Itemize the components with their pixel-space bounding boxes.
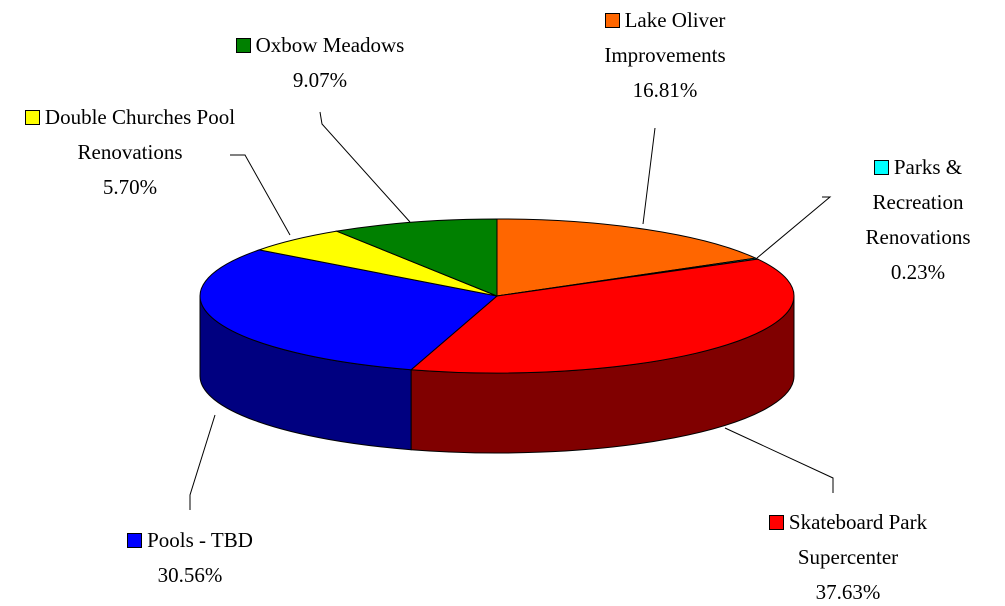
value-label: 16.81% (632, 78, 698, 102)
value-label: 30.56% (157, 563, 223, 587)
pie-slice (334, 218, 498, 297)
value-label: 0.23% (890, 260, 946, 284)
label-name: Parks & Recreation Renovations (851, 150, 986, 255)
value-label: 5.70% (102, 175, 158, 199)
pie-slice (409, 258, 795, 374)
data-label: Parks & Recreation Renovations 0.23% (851, 150, 986, 290)
legend-swatch (127, 533, 143, 548)
data-label: Oxbow Meadows 9.07% (200, 28, 440, 98)
leader-line (642, 127, 656, 225)
label-name: Skateboard Park Supercenter (743, 505, 953, 575)
data-label: Skateboard Park Supercenter 37.63% (743, 505, 953, 606)
value-label: 37.63% (815, 580, 881, 604)
legend-swatch (24, 110, 40, 125)
category-label: Lake Oliver Improvements (604, 8, 726, 67)
leader-line (319, 111, 411, 223)
leader-line (724, 427, 834, 493)
category-label: Parks & Recreation Renovations (865, 155, 971, 249)
leader-line (189, 414, 216, 510)
label-name: Double Churches Pool Renovations (20, 100, 240, 170)
label-name: Lake Oliver Improvements (570, 3, 760, 73)
data-label: Pools - TBD 30.56% (85, 523, 295, 593)
pie-tops (199, 218, 795, 374)
data-label: Double Churches Pool Renovations 5.70% (20, 100, 240, 205)
legend-swatch (873, 160, 889, 175)
label-name: Pools - TBD (85, 523, 295, 558)
pie-slice (199, 249, 499, 371)
value-label: 9.07% (292, 68, 348, 92)
data-label: Lake Oliver Improvements 16.81% (570, 3, 760, 108)
label-name: Oxbow Meadows (200, 28, 440, 63)
leader-line (230, 154, 291, 236)
legend-swatch (604, 13, 620, 28)
leader-line (756, 196, 832, 259)
category-label: Double Churches Pool Renovations (44, 105, 236, 164)
category-label: Skateboard Park Supercenter (788, 510, 928, 569)
category-label: Pools - TBD (147, 528, 253, 552)
legend-swatch (235, 38, 251, 53)
pie-slice (496, 218, 758, 297)
legend-swatch (768, 515, 784, 530)
category-label: Oxbow Meadows (255, 33, 405, 57)
